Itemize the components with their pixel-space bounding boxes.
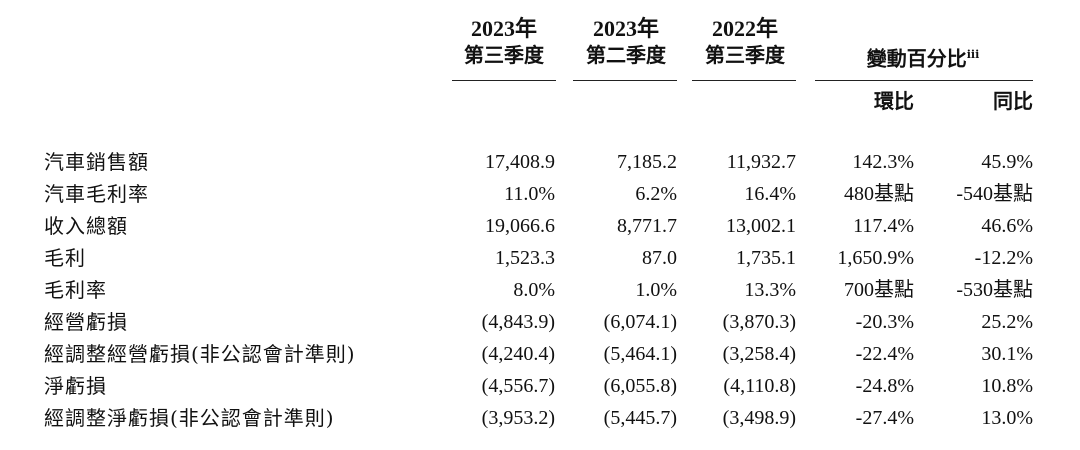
cell-2023-q3: 17,408.9 [485, 151, 555, 173]
cell-2023-q2: 7,185.2 [617, 151, 677, 173]
cell-2023-q2: (6,074.1) [603, 311, 677, 333]
header-col-2023-q2: 2023年 第二季度 [574, 16, 678, 68]
cell-yoy: 46.6% [981, 215, 1033, 237]
cell-2022-q3: (4,110.8) [723, 375, 796, 397]
header-col-2023-q3: 2023年 第三季度 [452, 16, 556, 68]
cell-qoq: 142.3% [852, 151, 914, 173]
cell-qoq: 1,650.9% [837, 247, 914, 269]
header-yoy: 同比 [993, 89, 1033, 113]
cell-2022-q3: 1,735.1 [736, 247, 796, 269]
cell-2023-q2: (5,464.1) [603, 343, 677, 365]
row-label: 經營虧損 [44, 310, 128, 334]
cell-qoq: -27.4% [855, 407, 914, 429]
table-row: 淨虧損 (4,556.7) (6,055.8) (4,110.8) -24.8%… [0, 370, 1080, 402]
table-row: 經營虧損 (4,843.9) (6,074.1) (3,870.3) -20.3… [0, 306, 1080, 338]
cell-qoq: -24.8% [855, 375, 914, 397]
row-label: 收入總額 [44, 214, 128, 238]
cell-yoy: 25.2% [981, 311, 1033, 333]
cell-yoy: -530基點 [956, 279, 1033, 301]
cell-2023-q3: (4,556.7) [481, 375, 555, 397]
header-col-2022-q3: 2022年 第三季度 [693, 16, 797, 68]
table-row: 毛利率 8.0% 1.0% 13.3% 700基點 -530基點 [0, 274, 1080, 306]
row-label: 經調整淨虧損(非公認會計準則) [44, 406, 335, 430]
cell-2023-q3: 1,523.3 [495, 247, 555, 269]
cell-2022-q3: 16.4% [744, 183, 796, 205]
cell-2023-q2: (6,055.8) [603, 375, 677, 397]
cell-yoy: 45.9% [981, 151, 1033, 173]
cell-qoq: 480基點 [844, 183, 914, 205]
cell-2023-q3: 8.0% [513, 279, 555, 301]
table-row: 汽車毛利率 11.0% 6.2% 16.4% 480基點 -540基點 [0, 178, 1080, 210]
header-year: 2023年 [592, 16, 659, 41]
header-rule [815, 80, 1033, 81]
header-year: 2022年 [711, 16, 778, 41]
table-row: 汽車銷售額 17,408.9 7,185.2 11,932.7 142.3% 4… [0, 146, 1080, 178]
cell-2022-q3: (3,258.4) [722, 343, 796, 365]
header-year: 2023年 [470, 16, 537, 41]
cell-2023-q3: (4,240.4) [481, 343, 555, 365]
row-label: 汽車毛利率 [44, 182, 149, 206]
header-quarter: 第三季度 [705, 43, 785, 67]
cell-qoq: 700基點 [844, 279, 914, 301]
cell-2023-q3: (4,843.9) [481, 311, 555, 333]
table-row: 毛利 1,523.3 87.0 1,735.1 1,650.9% -12.2% [0, 242, 1080, 274]
cell-qoq: 117.4% [853, 215, 914, 237]
cell-2022-q3: (3,870.3) [722, 311, 796, 333]
row-label: 經調整經營虧損(非公認會計準則) [44, 342, 356, 366]
cell-2023-q3: (3,953.2) [481, 407, 555, 429]
footnote-marker: iii [966, 48, 980, 61]
cell-yoy: 30.1% [981, 343, 1033, 365]
cell-2023-q2: 87.0 [642, 247, 677, 269]
table-row: 經調整經營虧損(非公認會計準則) (4,240.4) (5,464.1) (3,… [0, 338, 1080, 370]
cell-2023-q3: 19,066.6 [485, 215, 555, 237]
cell-yoy: 13.0% [981, 407, 1033, 429]
cell-yoy: -12.2% [974, 247, 1033, 269]
header-quarter: 第二季度 [586, 43, 666, 67]
row-label: 毛利 [44, 246, 86, 270]
cell-2022-q3: 13,002.1 [726, 215, 796, 237]
header-rule [692, 80, 796, 81]
cell-yoy: -540基點 [956, 183, 1033, 205]
header-rule [452, 80, 556, 81]
row-label: 汽車銷售額 [44, 150, 149, 174]
cell-2022-q3: 11,932.7 [726, 151, 796, 173]
cell-2023-q2: 8,771.7 [617, 215, 677, 237]
cell-2023-q2: 6.2% [635, 183, 677, 205]
header-qoq: 環比 [874, 89, 914, 113]
row-label: 淨虧損 [44, 374, 107, 398]
header-quarter: 第三季度 [464, 43, 544, 67]
cell-yoy: 10.8% [981, 375, 1033, 397]
cell-2022-q3: (3,498.9) [722, 407, 796, 429]
row-label: 毛利率 [44, 278, 107, 302]
cell-2023-q2: (5,445.7) [603, 407, 677, 429]
table-row: 經調整淨虧損(非公認會計準則) (3,953.2) (5,445.7) (3,4… [0, 402, 1080, 434]
cell-2022-q3: 13.3% [744, 279, 796, 301]
cell-qoq: -20.3% [855, 311, 914, 333]
cell-qoq: -22.4% [855, 343, 914, 365]
cell-2023-q2: 1.0% [635, 279, 677, 301]
cell-2023-q3: 11.0% [504, 183, 555, 205]
header-change: 變動百分比iii [812, 42, 1034, 72]
table-row: 收入總額 19,066.6 8,771.7 13,002.1 117.4% 46… [0, 210, 1080, 242]
header-change-title: 變動百分比 [866, 46, 967, 71]
header-rule [573, 80, 677, 81]
